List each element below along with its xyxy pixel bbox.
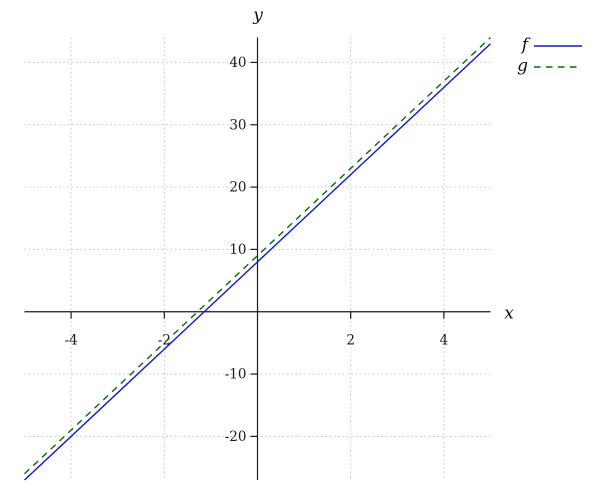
x-tick-label--4: -4 bbox=[65, 333, 78, 349]
x-tick-label--2: -2 bbox=[158, 333, 171, 349]
x-tick-label-4: 4 bbox=[440, 333, 449, 349]
legend-sample-f bbox=[534, 44, 582, 47]
legend: f g bbox=[506, 35, 583, 77]
legend-sample-g bbox=[534, 65, 582, 68]
x-tick-label-2: 2 bbox=[346, 333, 355, 349]
y-tick-label-40: 40 bbox=[229, 55, 246, 71]
legend-item-f: f bbox=[506, 35, 583, 56]
legend-label-f: f bbox=[521, 35, 528, 55]
y-tick-label-10: 10 bbox=[229, 242, 246, 258]
series-line-f bbox=[24, 43, 491, 481]
y-tick-label-20: 20 bbox=[229, 180, 246, 196]
y-tick-label-30: 30 bbox=[229, 117, 246, 133]
y-tick-label--20: -20 bbox=[225, 429, 247, 445]
x-axis-label: x bbox=[504, 303, 514, 324]
y-axis-label: y bbox=[253, 5, 263, 26]
legend-item-g: g bbox=[506, 56, 583, 77]
series-line-g bbox=[24, 36, 491, 475]
y-tick-label--10: -10 bbox=[225, 367, 247, 383]
legend-label-g: g bbox=[517, 56, 528, 76]
